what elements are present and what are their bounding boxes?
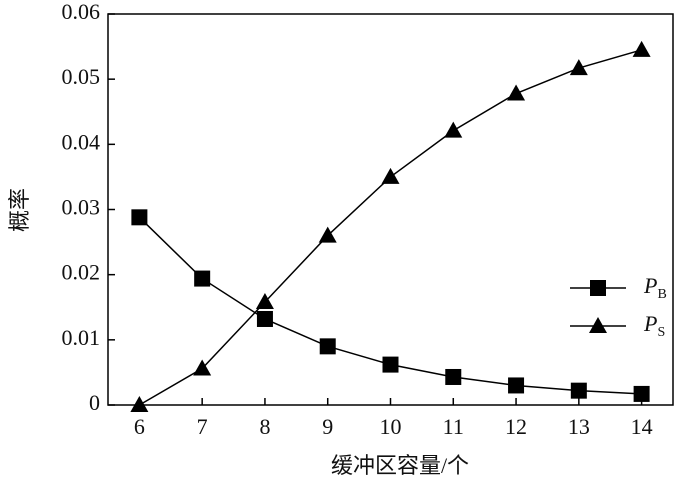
triangle-marker: [318, 226, 337, 243]
legend-label: PB: [643, 273, 667, 302]
square-marker: [633, 385, 650, 402]
square-marker: [194, 270, 211, 287]
series-line: [139, 49, 642, 406]
y-tick-label: 0.02: [62, 260, 101, 285]
triangle-marker: [444, 121, 463, 138]
x-tick-label: 9: [322, 414, 333, 439]
square-marker: [590, 280, 606, 296]
y-tick-label: 0: [89, 390, 100, 415]
triangle-marker: [569, 59, 588, 76]
legend-label: PS: [643, 311, 665, 340]
square-marker: [131, 209, 148, 226]
x-tick-label: 14: [631, 414, 653, 439]
y-tick-label: 0.04: [62, 129, 101, 154]
y-tick-label: 0.06: [62, 0, 101, 24]
y-axis-label: 概率: [7, 188, 32, 232]
triangle-marker: [589, 317, 607, 333]
x-tick-label: 8: [259, 414, 270, 439]
y-tick-label: 0.05: [62, 64, 101, 89]
triangle-marker: [381, 167, 400, 184]
plot-frame: [107, 13, 674, 406]
x-tick-label: 13: [568, 414, 590, 439]
triangle-marker: [130, 396, 149, 412]
square-marker: [256, 310, 273, 327]
x-tick-label: 11: [443, 414, 464, 439]
square-marker: [382, 356, 399, 373]
y-tick-label: 0.03: [62, 195, 101, 220]
x-tick-label: 6: [134, 414, 145, 439]
square-marker: [508, 377, 525, 394]
y-tick-label: 0.01: [62, 325, 101, 350]
square-marker: [319, 338, 336, 355]
square-marker: [570, 382, 587, 399]
square-marker: [445, 368, 462, 385]
x-tick-label: 12: [505, 414, 527, 439]
triangle-marker: [507, 84, 526, 101]
triangle-marker: [193, 359, 212, 376]
x-tick-label: 10: [380, 414, 402, 439]
triangle-marker: [632, 40, 651, 57]
x-axis-label: 缓冲区容量/个: [331, 453, 469, 478]
triangle-marker: [255, 293, 274, 310]
x-tick-label: 7: [197, 414, 208, 439]
